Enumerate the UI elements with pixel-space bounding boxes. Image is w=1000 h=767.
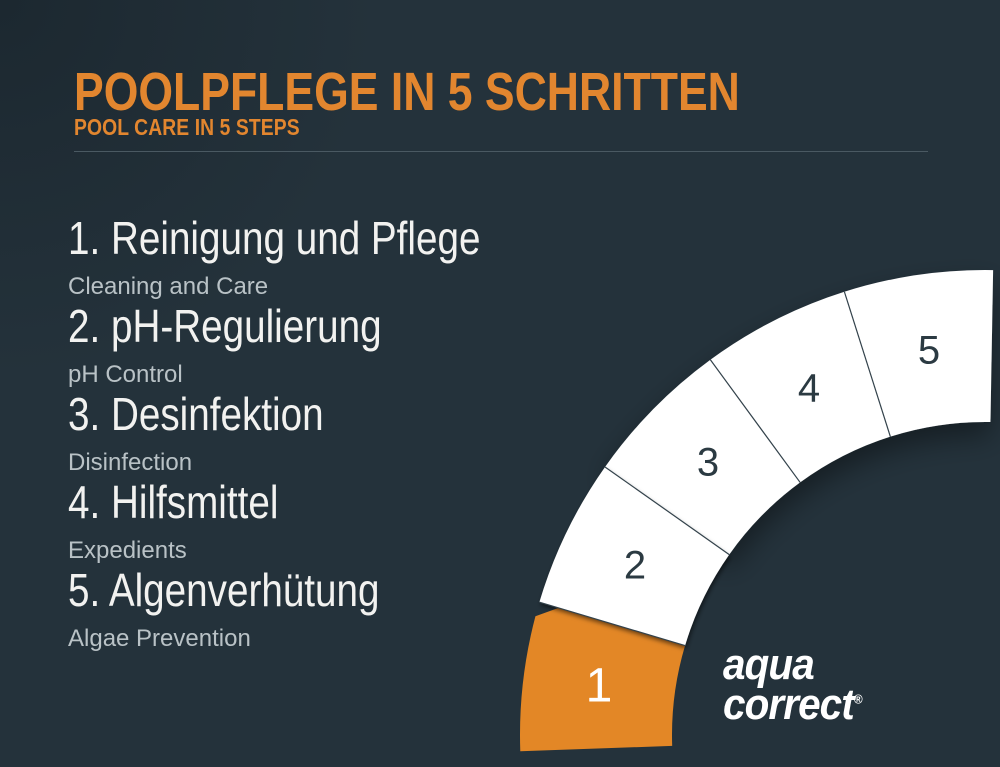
svg-text:5: 5 (918, 329, 940, 373)
svg-text:3: 3 (697, 441, 719, 485)
svg-text:2: 2 (624, 544, 646, 588)
svg-text:1: 1 (586, 660, 613, 713)
svg-text:4: 4 (798, 367, 820, 411)
